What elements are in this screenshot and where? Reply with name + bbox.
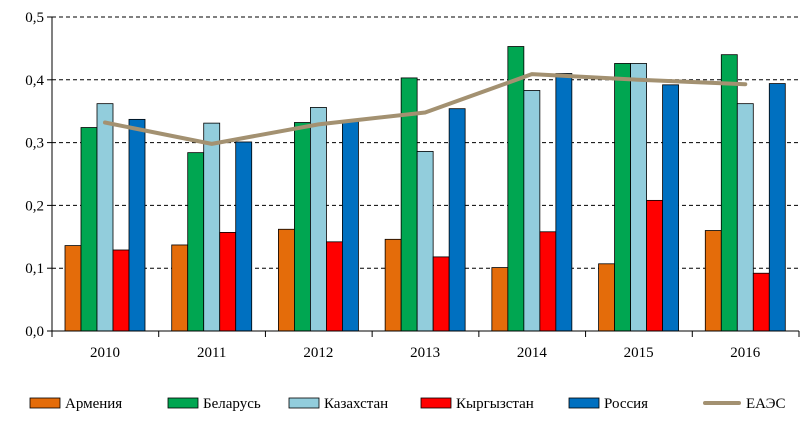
bar-Беларусь-2012	[294, 122, 311, 332]
legend-label-Россия: Россия	[604, 396, 648, 412]
x-tick-label: 2010	[90, 345, 120, 361]
bar-Армения-2014	[491, 267, 509, 332]
y-tick-label: 0,1	[25, 261, 44, 277]
bar-Россия-2012	[342, 120, 359, 332]
legend-label-Беларусь: Беларусь	[203, 396, 261, 412]
legend-label-Кыргызстан: Кыргызстан	[456, 396, 534, 412]
x-axis: 2010 2011 2012 2013 2014 2015 2016	[51, 330, 800, 361]
legend-swatch-Кыргызстан	[420, 397, 452, 409]
bar-Армения-2015	[598, 263, 615, 332]
bar-Беларусь-2011	[187, 152, 205, 332]
legend-label-Армения: Армения	[65, 396, 122, 412]
bar-Казахстан-2016	[736, 103, 754, 332]
bar-Беларусь-2016	[720, 54, 738, 332]
bar-Кыргызстан-2011	[219, 232, 237, 332]
bar-Беларусь-2010	[80, 127, 98, 332]
bar-Россия-2011	[235, 141, 253, 332]
legend-label-ЕАЭС: ЕАЭС	[746, 396, 786, 412]
bar-Казахстан-2013	[416, 150, 434, 332]
x-tick-label: 2012	[303, 345, 333, 361]
bar-Казахстан-2014	[523, 90, 541, 332]
bar-Кыргызстан-2012	[326, 241, 343, 332]
bar-Кыргызстан-2015	[646, 199, 663, 332]
bar-Россия-2013	[448, 108, 466, 332]
y-tick-label: 0,0	[25, 324, 44, 340]
bar-Беларусь-2014	[507, 46, 525, 332]
legend-swatch-Казахстан	[288, 397, 320, 409]
eaes-line	[103, 72, 748, 146]
bar-Казахстан-2012	[310, 107, 327, 332]
x-tick-label: 2013	[410, 345, 440, 361]
bar-Армения-2010	[64, 245, 82, 332]
x-tick-label: 2015	[624, 345, 654, 361]
bar-Казахстан-2011	[203, 122, 221, 332]
bar-Кыргызстан-2016	[752, 272, 770, 332]
bar-Кыргызстан-2014	[539, 231, 557, 332]
x-tick-label: 2014	[517, 345, 548, 361]
line-ЕАЭС	[103, 72, 748, 146]
legend-swatch-Беларусь	[167, 397, 199, 409]
x-tick-label: 2016	[730, 345, 761, 361]
bars	[64, 46, 786, 332]
y-tick-label: 0,3	[25, 136, 44, 152]
bar-Россия-2015	[662, 84, 679, 332]
y-tick-label: 0,4	[25, 73, 44, 89]
bar-Казахстан-2015	[630, 63, 647, 332]
legend-label-Казахстан: Казахстан	[324, 396, 388, 412]
legend-swatch-Армения	[29, 397, 61, 409]
bar-Армения-2012	[278, 228, 295, 332]
y-tick-label: 0,5	[25, 10, 44, 26]
y-axis: 0,0 0,1 0,2 0,3 0,4 0,5	[25, 10, 53, 340]
bar-Россия-2016	[768, 83, 786, 332]
bar-Россия-2014	[555, 73, 573, 332]
bar-Россия-2010	[128, 118, 146, 332]
bar-Армения-2011	[171, 244, 189, 332]
legend: Армения Беларусь Казахстан Кыргызстан Россия…	[29, 396, 786, 412]
bar-Армения-2016	[704, 230, 722, 332]
bar-Беларусь-2015	[614, 63, 631, 332]
bar-Армения-2013	[384, 238, 402, 332]
bar-Кыргызстан-2010	[112, 249, 130, 332]
x-tick-label: 2011	[197, 345, 226, 361]
bar-Казахстан-2010	[96, 103, 114, 332]
bar-Кыргызстан-2013	[432, 256, 450, 332]
legend-swatch-Россия	[568, 397, 600, 409]
y-tick-label: 0,2	[25, 198, 44, 214]
